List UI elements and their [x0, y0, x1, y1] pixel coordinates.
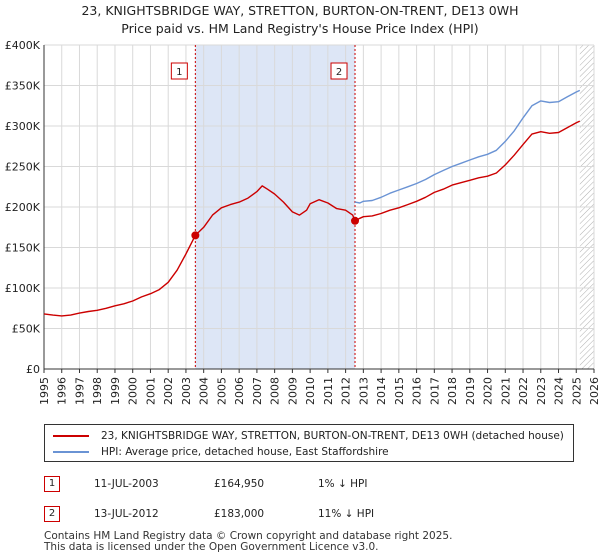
x-tick-label: 2012 — [340, 377, 353, 405]
legend-label-property: 23, KNIGHTSBRIDGE WAY, STRETTON, BURTON-… — [101, 430, 564, 442]
x-tick-label: 1998 — [91, 377, 104, 405]
sale-hpi-diff: 1% ↓ HPI — [318, 478, 368, 490]
sale-price: £164,950 — [214, 478, 265, 490]
sale-hpi-diff: 11% ↓ HPI — [318, 508, 375, 520]
legend-swatch-property — [53, 435, 89, 437]
y-tick-label: £250K — [5, 161, 41, 174]
property-price-line — [43, 120, 581, 317]
x-tick-label: 2013 — [357, 377, 370, 405]
x-tick-label: 2004 — [198, 377, 211, 405]
legend-item-property: 23, KNIGHTSBRIDGE WAY, STRETTON, BURTON-… — [53, 428, 564, 444]
x-tick-label: 2026 — [588, 377, 600, 405]
y-tick-label: £350K — [5, 80, 41, 93]
x-tick-label: 2014 — [375, 377, 388, 405]
x-tick-label: 2003 — [180, 377, 193, 405]
sale-price: £183,000 — [214, 508, 265, 520]
footer-line-1: Contains HM Land Registry data © Crown c… — [44, 530, 453, 542]
footer-attribution: Contains HM Land Registry data © Crown c… — [44, 531, 452, 553]
sale-badge-box — [170, 62, 188, 80]
y-tick-label: £400K — [5, 39, 41, 52]
x-tick-label: 2021 — [499, 377, 512, 405]
x-tick-label: 2010 — [304, 377, 317, 405]
sale-date: 11-JUL-2003 — [94, 478, 159, 490]
x-tick-label: 2025 — [570, 377, 583, 405]
x-tick-label: 1999 — [109, 377, 122, 405]
sale-point — [351, 216, 360, 225]
y-tick-label: £50K — [12, 323, 41, 336]
legend: 23, KNIGHTSBRIDGE WAY, STRETTON, BURTON-… — [44, 424, 574, 462]
y-tick-label: £200K — [5, 201, 41, 214]
x-tick-label: 2017 — [428, 377, 441, 405]
x-tick-label: 2022 — [517, 377, 530, 405]
x-tick-label: 2006 — [233, 377, 246, 405]
x-tick-label: 2015 — [393, 377, 406, 405]
x-tick-label: 2020 — [482, 377, 495, 405]
y-tick-label: £150K — [5, 242, 41, 255]
sale-number-badge: 1 — [44, 476, 60, 492]
x-tick-label: 2001 — [144, 377, 157, 405]
sale-badge-box — [330, 62, 348, 80]
title-line-1: 23, KNIGHTSBRIDGE WAY, STRETTON, BURTON-… — [81, 3, 519, 18]
x-tick-label: 2018 — [446, 377, 459, 405]
x-tick-label: 2000 — [127, 377, 140, 405]
y-tick-label: £100K — [5, 282, 41, 295]
x-tick-label: 2019 — [464, 377, 477, 405]
sale-point — [191, 231, 200, 240]
x-tick-label: 1996 — [56, 377, 69, 405]
sale-row-2: 2 13-JUL-2012 £183,000 11% ↓ HPI — [0, 506, 600, 528]
sale-number-badge: 2 — [44, 506, 60, 522]
x-tick-label: 2007 — [251, 377, 264, 405]
chart-title: 23, KNIGHTSBRIDGE WAY, STRETTON, BURTON-… — [0, 0, 600, 38]
x-tick-label: 2024 — [553, 377, 566, 405]
legend-swatch-hpi — [53, 451, 89, 453]
x-tick-label: 2008 — [269, 377, 282, 405]
sale-badge-label: 2 — [336, 67, 342, 78]
sale-date: 13-JUL-2012 — [94, 508, 159, 520]
x-tick-label: 2016 — [411, 377, 424, 405]
y-tick-label: £0 — [26, 363, 40, 376]
hpi-line — [354, 89, 581, 204]
legend-label-hpi: HPI: Average price, detached house, East… — [101, 446, 389, 458]
legend-item-hpi: HPI: Average price, detached house, East… — [53, 444, 389, 460]
x-tick-label: 2005 — [215, 377, 228, 405]
price-chart: £0 £50K £100K £150K £200K £250K £300K £350K £400… — [5, 39, 600, 405]
x-tick-label: 1997 — [73, 377, 86, 405]
x-tick-label: 2009 — [286, 377, 299, 405]
x-tick-label: 2002 — [162, 377, 175, 405]
y-tick-label: £300K — [5, 120, 41, 133]
sale-badge-label: 1 — [176, 67, 182, 78]
x-tick-label: 1995 — [38, 377, 51, 405]
footer-line-2: This data is licensed under the Open Gov… — [44, 541, 379, 553]
sale-row-1: 1 11-JUL-2003 £164,950 1% ↓ HPI — [0, 476, 600, 498]
x-tick-label: 2011 — [322, 377, 335, 405]
title-line-2: Price paid vs. HM Land Registry's House … — [121, 21, 479, 36]
x-tick-label: 2023 — [535, 377, 548, 405]
